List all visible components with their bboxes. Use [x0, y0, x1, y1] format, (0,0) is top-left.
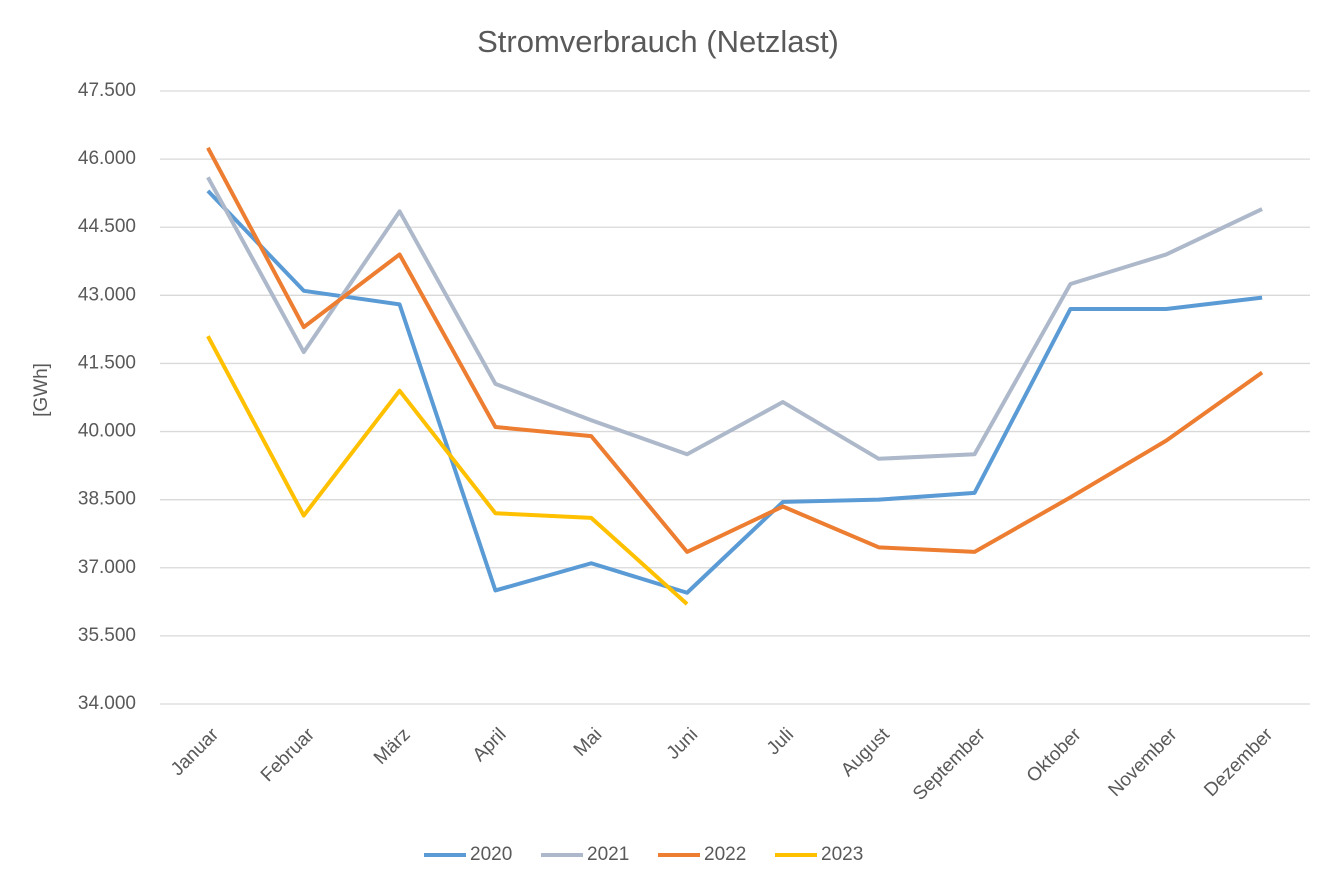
line-series: [206, 176, 1263, 461]
legend-label: 2020: [470, 844, 512, 865]
y-tick-label: 43.000: [78, 284, 136, 305]
y-tick-label: 41.500: [78, 352, 136, 373]
x-tick-label: September: [909, 724, 990, 805]
x-tick-label: Juni: [663, 724, 702, 763]
x-tick-label: Mai: [570, 724, 607, 761]
y-tick-label: 44.500: [78, 216, 136, 237]
y-tick-label: 40.000: [78, 421, 136, 442]
x-tick-label: Oktober: [1023, 724, 1086, 787]
x-tick-label: März: [370, 724, 415, 769]
x-tick-label: Januar: [167, 724, 223, 780]
legend-label: 2023: [821, 844, 863, 865]
x-tick-label: Dezember: [1200, 724, 1277, 801]
y-axis-label: [GWh]: [31, 363, 52, 417]
line-series: [206, 189, 1263, 595]
line-series: [206, 146, 1264, 554]
y-tick-label: 35.500: [78, 625, 136, 646]
legend-label: 2021: [587, 844, 629, 865]
line-series: [206, 335, 689, 606]
y-tick-label: 34.000: [78, 693, 136, 714]
y-tick-label: 38.500: [78, 489, 136, 510]
x-tick-label: Juli: [763, 724, 798, 759]
x-tick-label: Februar: [257, 724, 319, 786]
y-tick-label: 37.000: [78, 557, 136, 578]
x-tick-label: August: [837, 724, 894, 781]
legend-label: 2022: [704, 844, 746, 865]
x-tick-label: November: [1105, 724, 1182, 801]
y-tick-label: 47.500: [78, 80, 136, 101]
y-tick-label: 46.000: [78, 148, 136, 169]
x-tick-label: April: [469, 724, 511, 766]
chart-title: Stromverbrauch (Netzlast): [477, 24, 839, 59]
